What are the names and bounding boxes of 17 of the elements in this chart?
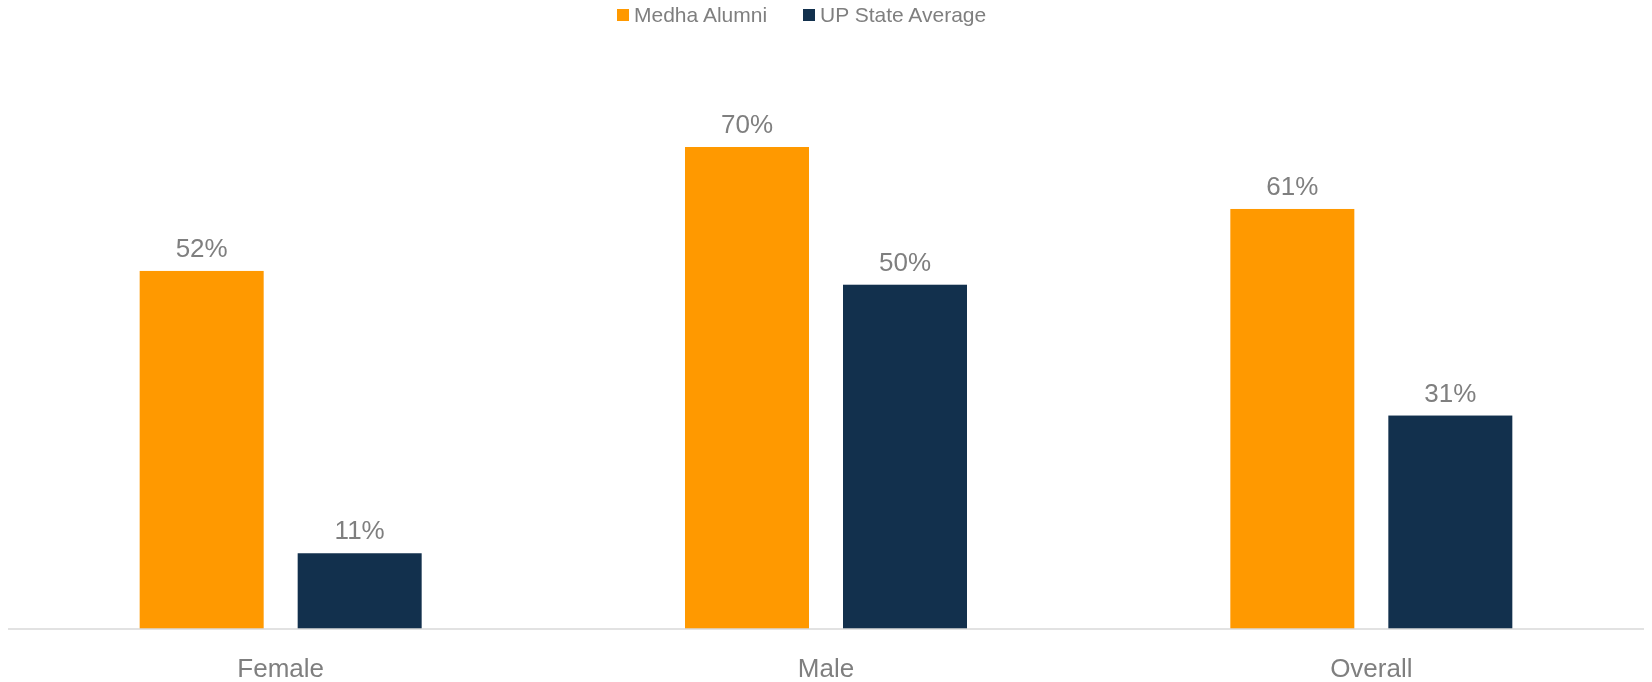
bar xyxy=(139,270,264,629)
bar xyxy=(843,284,967,629)
x-tick-label: Overall xyxy=(1330,653,1413,682)
bar xyxy=(685,147,809,629)
data-label: 70% xyxy=(720,109,774,139)
x-tick-label: Female xyxy=(237,653,325,682)
bar xyxy=(297,553,422,629)
legend-label: UP State Average xyxy=(820,3,987,26)
data-label: 52% xyxy=(175,232,228,263)
data-label: 31% xyxy=(1424,377,1477,408)
data-label: 11% xyxy=(334,515,385,546)
data-label: 61% xyxy=(1266,170,1319,201)
bar xyxy=(1230,208,1355,629)
x-tick-label: Male xyxy=(797,653,855,682)
data-label: 50% xyxy=(878,246,932,277)
bar xyxy=(1388,415,1513,629)
legend-label: Medha Alumni xyxy=(634,3,768,26)
